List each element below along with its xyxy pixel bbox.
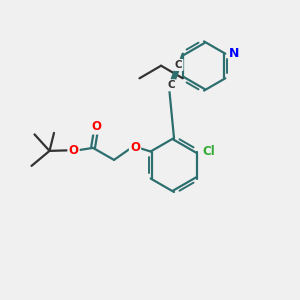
Text: O: O bbox=[68, 144, 79, 157]
Text: C: C bbox=[175, 60, 182, 70]
Text: Cl: Cl bbox=[202, 145, 214, 158]
Text: O: O bbox=[91, 120, 101, 134]
Text: C: C bbox=[167, 80, 175, 90]
Text: N: N bbox=[229, 47, 240, 60]
Text: O: O bbox=[130, 141, 140, 154]
